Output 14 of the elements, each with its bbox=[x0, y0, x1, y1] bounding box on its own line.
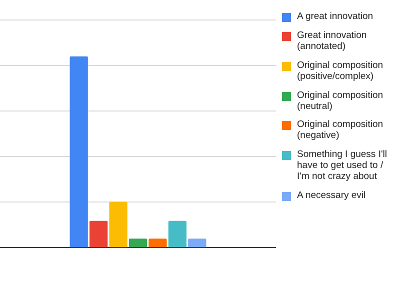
bar bbox=[188, 238, 206, 248]
bar bbox=[90, 220, 108, 248]
legend-label: Great innovation (annotated) bbox=[297, 30, 368, 53]
bar bbox=[128, 238, 148, 248]
bar bbox=[148, 238, 167, 248]
bar bbox=[70, 56, 88, 248]
legend-label: Original composition (negative) bbox=[297, 119, 384, 142]
legend-label: Original composition (positive/complex) bbox=[297, 60, 384, 83]
legend-label: Original composition (neutral) bbox=[297, 90, 384, 112]
legend-label: A necessary evil bbox=[297, 190, 366, 202]
legend-label: A great innovation bbox=[297, 11, 374, 23]
bar bbox=[109, 202, 128, 248]
legend-label: Something I guess I'll have to get used to / I'm not crazy about bbox=[297, 149, 388, 184]
bar bbox=[168, 220, 186, 248]
